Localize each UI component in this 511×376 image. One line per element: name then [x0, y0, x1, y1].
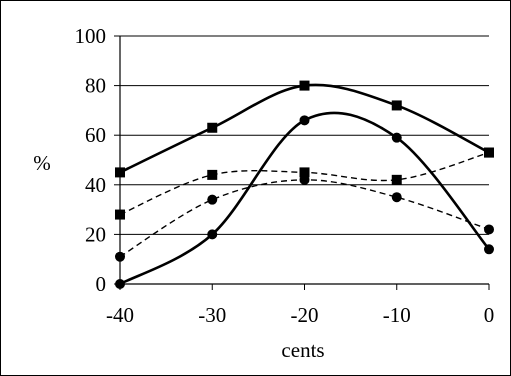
axes — [114, 35, 490, 290]
series-3-point-2 — [299, 174, 310, 185]
series-1-point-0 — [115, 279, 125, 289]
y-tick-labels: 0 20 40 60 80 100 — [75, 24, 107, 296]
series-0 — [115, 80, 494, 178]
x-tick-label-0: -40 — [106, 303, 134, 327]
x-tick-label-3: -10 — [383, 303, 411, 327]
series-group — [115, 80, 494, 289]
y-tick-label-1: 20 — [85, 222, 106, 246]
series-1-point-4 — [484, 244, 494, 255]
series-3-point-4 — [484, 224, 494, 235]
y-axis-label: % — [33, 151, 51, 175]
series-0-line — [119, 83, 490, 174]
x-tick-label-4: 0 — [484, 303, 495, 327]
x-axis-label: cents — [281, 338, 324, 362]
series-0-point-2 — [299, 80, 310, 91]
series-2-point-0 — [115, 209, 125, 220]
series-2-point-2 — [299, 167, 310, 178]
x-tick-label-2: -20 — [291, 303, 319, 327]
series-2 — [115, 147, 494, 220]
series-0-point-0 — [115, 167, 125, 178]
series-1-point-1 — [207, 229, 218, 240]
series-3-point-3 — [391, 192, 402, 203]
x-tick-label-1: -30 — [198, 303, 226, 327]
y-tick-label-4: 80 — [85, 74, 106, 98]
series-3-point-0 — [115, 251, 125, 262]
series-2-point-1 — [207, 169, 218, 180]
series-2-point-4 — [484, 147, 494, 158]
y-tick-label-3: 60 — [85, 123, 106, 147]
series-3-line — [119, 179, 490, 258]
series-1-point-2 — [299, 115, 310, 126]
series-3-point-1 — [207, 194, 218, 205]
x-tick-labels: -40 -30 -20 -10 0 — [106, 303, 494, 327]
y-tick-label-2: 40 — [85, 173, 106, 197]
series-1-point-3 — [391, 132, 402, 143]
series-0-point-3 — [391, 100, 402, 111]
y-tick-label-5: 100 — [75, 24, 107, 48]
series-2-point-3 — [391, 174, 402, 185]
series-1 — [115, 111, 494, 289]
grid-lines — [120, 35, 489, 235]
y-tick-label-0: 0 — [96, 272, 107, 296]
series-0-point-1 — [207, 122, 218, 133]
series-3 — [115, 174, 494, 262]
series-1-line — [119, 111, 491, 286]
